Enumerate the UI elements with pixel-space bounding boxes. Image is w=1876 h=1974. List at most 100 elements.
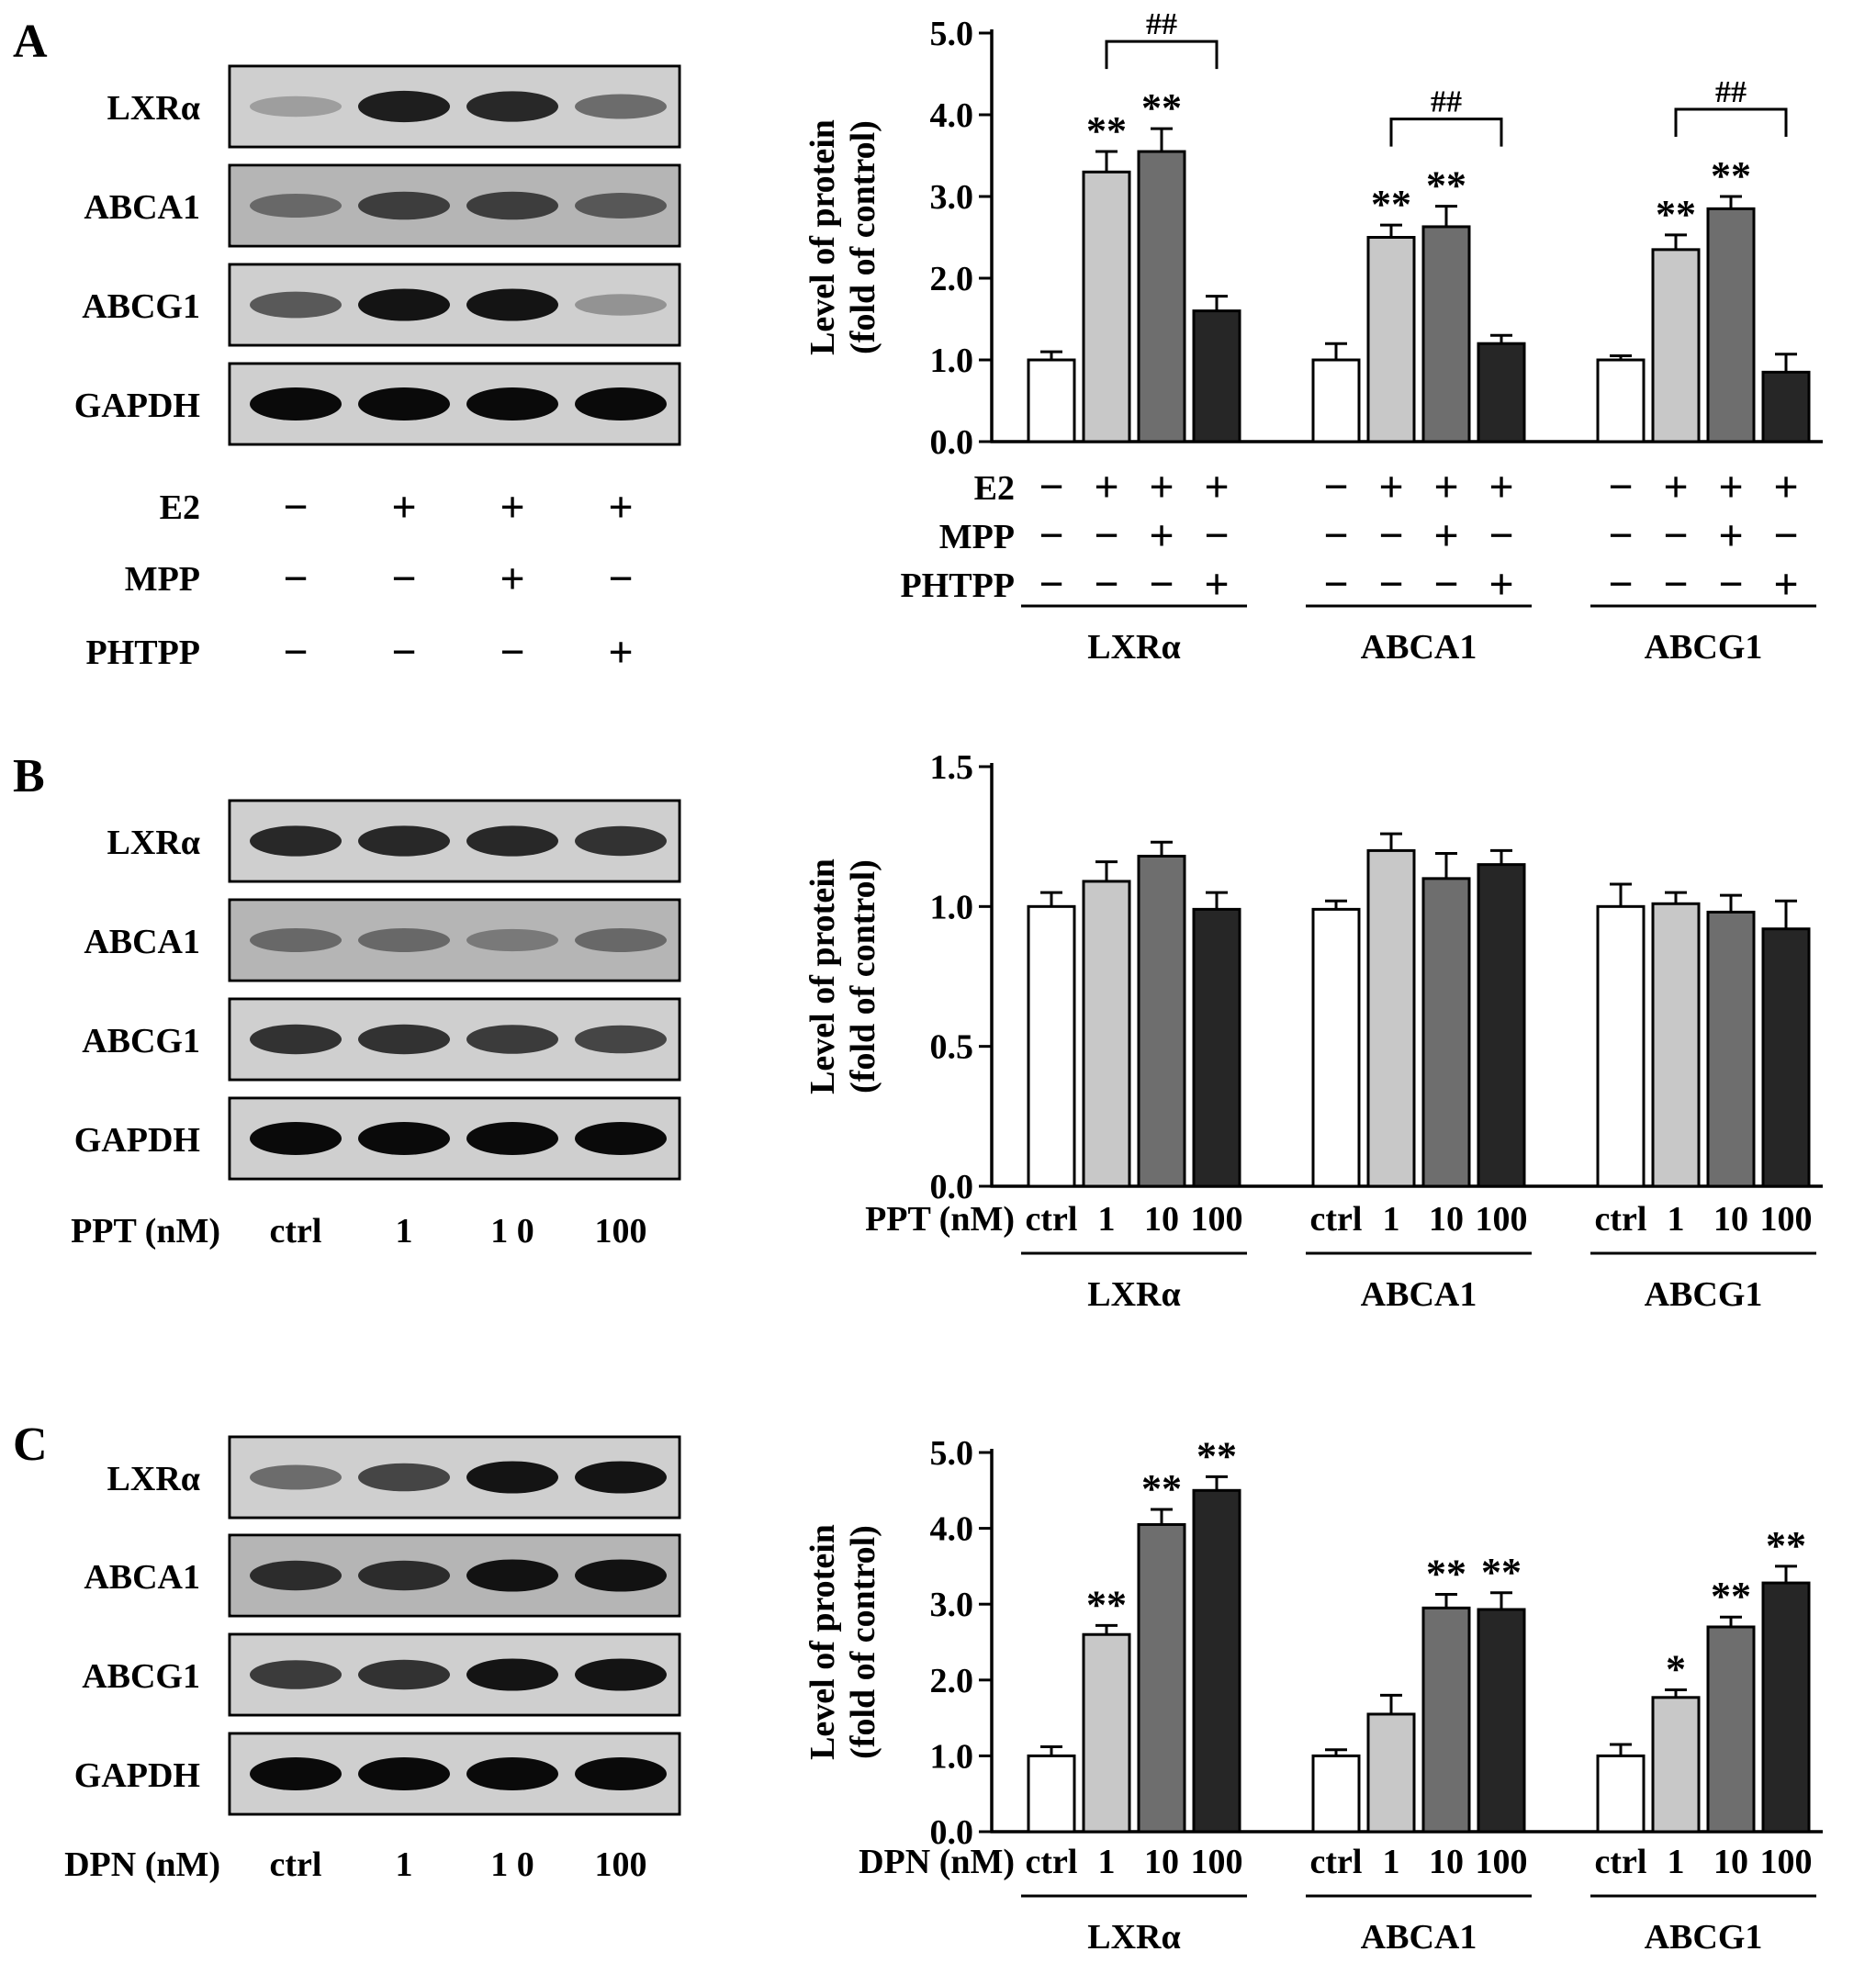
protein-band xyxy=(358,927,450,953)
y-axis-label: (fold of control) xyxy=(844,859,882,1094)
treatment-label: E2 xyxy=(160,488,200,527)
protein-band xyxy=(466,1122,558,1155)
x-category-label: 1 xyxy=(1383,1200,1400,1239)
bar xyxy=(1082,1632,1131,1834)
treatment-sign: − xyxy=(1608,511,1633,560)
protein-band xyxy=(466,1757,558,1790)
protein-band xyxy=(358,1659,450,1690)
x-category-label: 100 xyxy=(1191,1843,1243,1881)
group-label: LXRα xyxy=(1087,1275,1180,1314)
treatment-sign: − xyxy=(1204,511,1229,560)
blot-label: ABCA1 xyxy=(84,923,200,961)
x-category-label: 10 xyxy=(1713,1200,1748,1239)
bar-chart-a: 0.0 1.0 2.0 3.0 4.0 5.0 Level of protein (fold … xyxy=(803,7,1823,667)
protein-band xyxy=(466,91,558,122)
treatment-label: MPP xyxy=(939,518,1015,556)
protein-band xyxy=(466,387,558,421)
protein-band xyxy=(358,825,450,857)
lane-label: 1 xyxy=(396,1212,413,1251)
protein-band xyxy=(250,1757,342,1790)
protein-band xyxy=(575,193,667,219)
y-tick-label: 0.0 xyxy=(930,1168,974,1206)
treatment-sign: + xyxy=(1149,463,1174,511)
protein-band xyxy=(358,288,450,321)
protein-band xyxy=(250,193,342,219)
x-category-label: 10 xyxy=(1144,1843,1179,1881)
protein-band xyxy=(358,387,450,421)
treatment-sign: − xyxy=(500,628,524,677)
bar xyxy=(1706,207,1756,443)
treatment-sign: − xyxy=(283,483,308,532)
bar xyxy=(1421,225,1471,443)
protein-band xyxy=(575,294,667,316)
blot-label: ABCG1 xyxy=(82,287,200,326)
blot-label: GAPDH xyxy=(74,387,200,425)
panel-letter: C xyxy=(13,1419,48,1471)
treatment-sign: − xyxy=(1039,463,1063,511)
protein-band xyxy=(358,90,450,123)
x-axis-title: DPN (nM) xyxy=(859,1843,1015,1881)
protein-band xyxy=(250,1024,342,1055)
protein-band xyxy=(575,1122,667,1155)
treatment-sign: − xyxy=(283,555,308,603)
treatment-sign: + xyxy=(500,555,524,603)
lane-label: 1 0 xyxy=(490,1212,534,1251)
protein-band xyxy=(358,1122,450,1155)
y-tick-label: 1.0 xyxy=(930,342,974,380)
y-tick-label: 3.0 xyxy=(930,178,974,217)
lane-axis-title: DPN (nM) xyxy=(64,1845,220,1884)
lane-axis-title: PPT (nM) xyxy=(71,1212,220,1251)
protein-band xyxy=(466,1461,558,1494)
bracket-label: ## xyxy=(1715,75,1747,109)
x-category-label: ctrl xyxy=(1026,1843,1078,1881)
blot-label: GAPDH xyxy=(74,1756,200,1795)
protein-band xyxy=(358,191,450,220)
y-tick-label: 1.5 xyxy=(930,748,974,787)
blot-background xyxy=(231,902,678,979)
protein-band xyxy=(250,1464,342,1490)
treatment-sign: + xyxy=(608,628,633,677)
blot-label: LXRα xyxy=(107,89,200,128)
treatment-sign: − xyxy=(391,628,416,677)
protein-band xyxy=(575,1461,667,1494)
group-label: ABCG1 xyxy=(1645,1918,1763,1957)
bar xyxy=(1761,1581,1811,1834)
group-label: ABCA1 xyxy=(1361,1275,1477,1314)
treatment-sign: + xyxy=(1488,560,1513,609)
y-axis-label: (fold of control) xyxy=(844,1525,882,1759)
treatment-sign: − xyxy=(1378,511,1403,560)
bar xyxy=(1477,1608,1526,1834)
protein-band xyxy=(466,191,558,220)
bar xyxy=(1137,854,1186,1188)
significance-bracket xyxy=(1105,39,1219,70)
blot-panel-c: C LXRα ABCA1 ABCG1 GAPDH DPN (nM) ctrl 1 1 0 100 xyxy=(13,1419,681,1884)
panel-letter: A xyxy=(13,16,48,68)
bar xyxy=(1477,342,1526,443)
blot-label: ABCG1 xyxy=(82,1657,200,1696)
treatment-label: PHTPP xyxy=(85,634,200,672)
protein-band xyxy=(466,928,558,952)
blot-label: ABCA1 xyxy=(84,188,200,227)
bar xyxy=(1596,1754,1646,1834)
group-label: ABCA1 xyxy=(1361,1918,1477,1957)
x-category-label: ctrl xyxy=(1026,1200,1078,1239)
protein-band xyxy=(358,1560,450,1591)
protein-band xyxy=(575,1658,667,1691)
protein-band xyxy=(466,1025,558,1054)
treatment-sign: − xyxy=(1323,511,1348,560)
treatment-sign: − xyxy=(1488,511,1513,560)
group-label: LXRα xyxy=(1087,628,1180,667)
treatment-sign: + xyxy=(1204,463,1229,511)
group-label: ABCG1 xyxy=(1645,1275,1763,1314)
bar xyxy=(1137,1522,1186,1834)
x-category-label: 100 xyxy=(1476,1843,1528,1881)
treatment-sign: − xyxy=(1608,463,1633,511)
x-category-label: 10 xyxy=(1429,1843,1464,1881)
treatment-sign: − xyxy=(1149,560,1174,609)
lane-label: 1 0 xyxy=(490,1845,534,1884)
protein-band xyxy=(575,825,667,857)
protein-band xyxy=(358,1024,450,1055)
protein-band xyxy=(250,95,342,118)
x-category-label: 100 xyxy=(1191,1200,1243,1239)
y-tick-label: 2.0 xyxy=(930,1662,974,1700)
